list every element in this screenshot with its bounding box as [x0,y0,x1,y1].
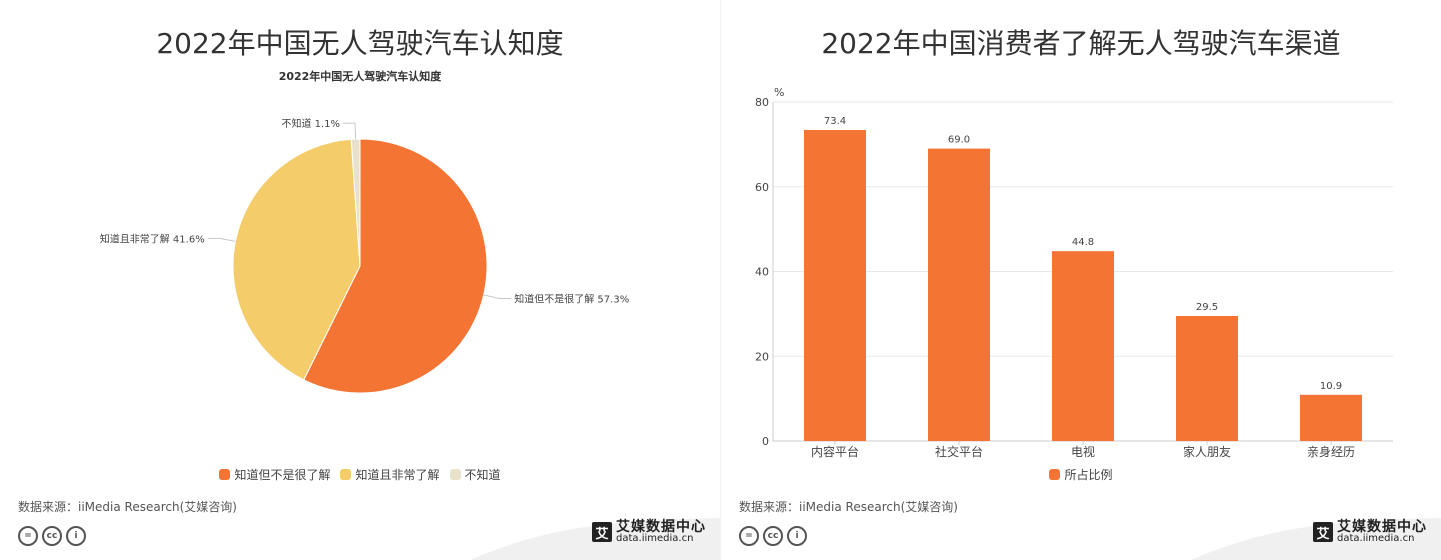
bar[interactable] [928,148,990,442]
cc-icon: cc [763,526,783,546]
pie-leader-line [207,237,236,242]
bar-legend: 所占比例 [721,466,1441,483]
x-tick-label: 社交平台 [935,444,983,459]
brand-badge-icon: 艾 [1313,522,1333,542]
x-tick-label: 电视 [1071,444,1095,459]
brand-name: 艾媒数据中心 [1337,519,1427,535]
right-license-icons: = cc i [739,526,807,546]
pie-chart: 知道但不是很了解 57.3% 知道且非常了解 41.6% 不知道 1.1% [100,117,629,394]
bar-value-label: 73.4 [824,116,846,127]
legend-label: 知道且非常了解 [355,468,440,482]
legend-swatch [1049,469,1061,480]
brand-badge-icon: 艾 [592,522,612,542]
equals-icon: = [739,526,759,546]
bar[interactable] [804,129,866,441]
left-license-icons: = cc i [18,526,86,546]
right-main-title: 2022年中国消费者了解无人驾驶汽车渠道 [821,27,1341,60]
y-axis-unit: % [774,86,784,99]
y-tick-label: 80 [755,96,769,109]
bar-value-label: 10.9 [1320,381,1342,392]
legend-swatch [340,469,352,480]
left-panel: 2022年中国无人驾驶汽车认知度 2022年中国无人驾驶汽车认知度 知道但不是很… [0,0,720,560]
left-brand-logo: 艾 艾媒数据中心 data.iimedia.cn [592,520,706,544]
y-tick-label: 20 [755,350,769,363]
left-source-text: 数据来源：iiMedia Research(艾媒咨询) [18,500,237,514]
legend-swatch [219,469,231,480]
pie-leader-line [343,122,357,140]
pie-legend-item[interactable]: 知道但不是很了解 [219,466,330,483]
bar[interactable] [1176,315,1238,441]
person-icon: i [66,526,86,546]
legend-label: 所占比例 [1064,468,1113,482]
bar-legend-item[interactable]: 所占比例 [1049,466,1113,483]
right-source-text: 数据来源：iiMedia Research(艾媒咨询) [739,500,958,514]
pie-legend: 知道但不是很了解 知道且非常了解 不知道 [0,466,720,483]
brand-url: data.iimedia.cn [616,533,694,544]
pie-legend-item[interactable]: 不知道 [449,466,501,483]
pie-chart-title: 2022年中国无人驾驶汽车认知度 [278,70,442,83]
bar-chart: % 0 20 40 60 80 73.4 内容平台 69.0 社交平台 44.8 电视 29.5 家人朋友… [755,86,1393,459]
brand-url: data.iimedia.cn [1337,533,1415,544]
pie-leader-line [483,294,512,300]
x-tick-label: 亲身经历 [1307,444,1355,459]
x-tick-label: 内容平台 [811,444,859,459]
bar[interactable] [1052,251,1114,441]
y-tick-label: 0 [762,435,769,448]
bar[interactable] [1300,394,1362,441]
y-tick-label: 60 [755,181,769,194]
brand-name: 艾媒数据中心 [616,519,706,535]
cc-icon: cc [42,526,62,546]
legend-label: 不知道 [464,468,501,482]
pie-legend-item[interactable]: 知道且非常了解 [340,466,440,483]
bar-value-label: 44.8 [1072,237,1094,248]
right-brand-logo: 艾 艾媒数据中心 data.iimedia.cn [1313,520,1427,544]
pie-slice-label: 不知道 1.1% [281,117,340,130]
pie-slice[interactable] [232,138,361,381]
pie-slice-label: 知道但不是很了解 57.3% [514,293,629,306]
person-icon: i [787,526,807,546]
panel-divider [720,0,721,560]
right-panel: 2022年中国消费者了解无人驾驶汽车渠道 % 0 20 40 60 80 73.4 内容平台 6… [721,0,1441,560]
y-tick-label: 40 [755,266,769,279]
legend-label: 知道但不是很了解 [234,468,331,482]
pie-slice[interactable] [303,138,488,394]
pie-slice-label: 知道且非常了解 41.6% [100,232,205,245]
bar-value-label: 69.0 [948,135,970,146]
bar-value-label: 29.5 [1196,302,1218,313]
left-main-title: 2022年中国无人驾驶汽车认知度 [156,27,564,60]
legend-swatch [449,469,461,480]
equals-icon: = [18,526,38,546]
x-tick-label: 家人朋友 [1183,444,1231,459]
